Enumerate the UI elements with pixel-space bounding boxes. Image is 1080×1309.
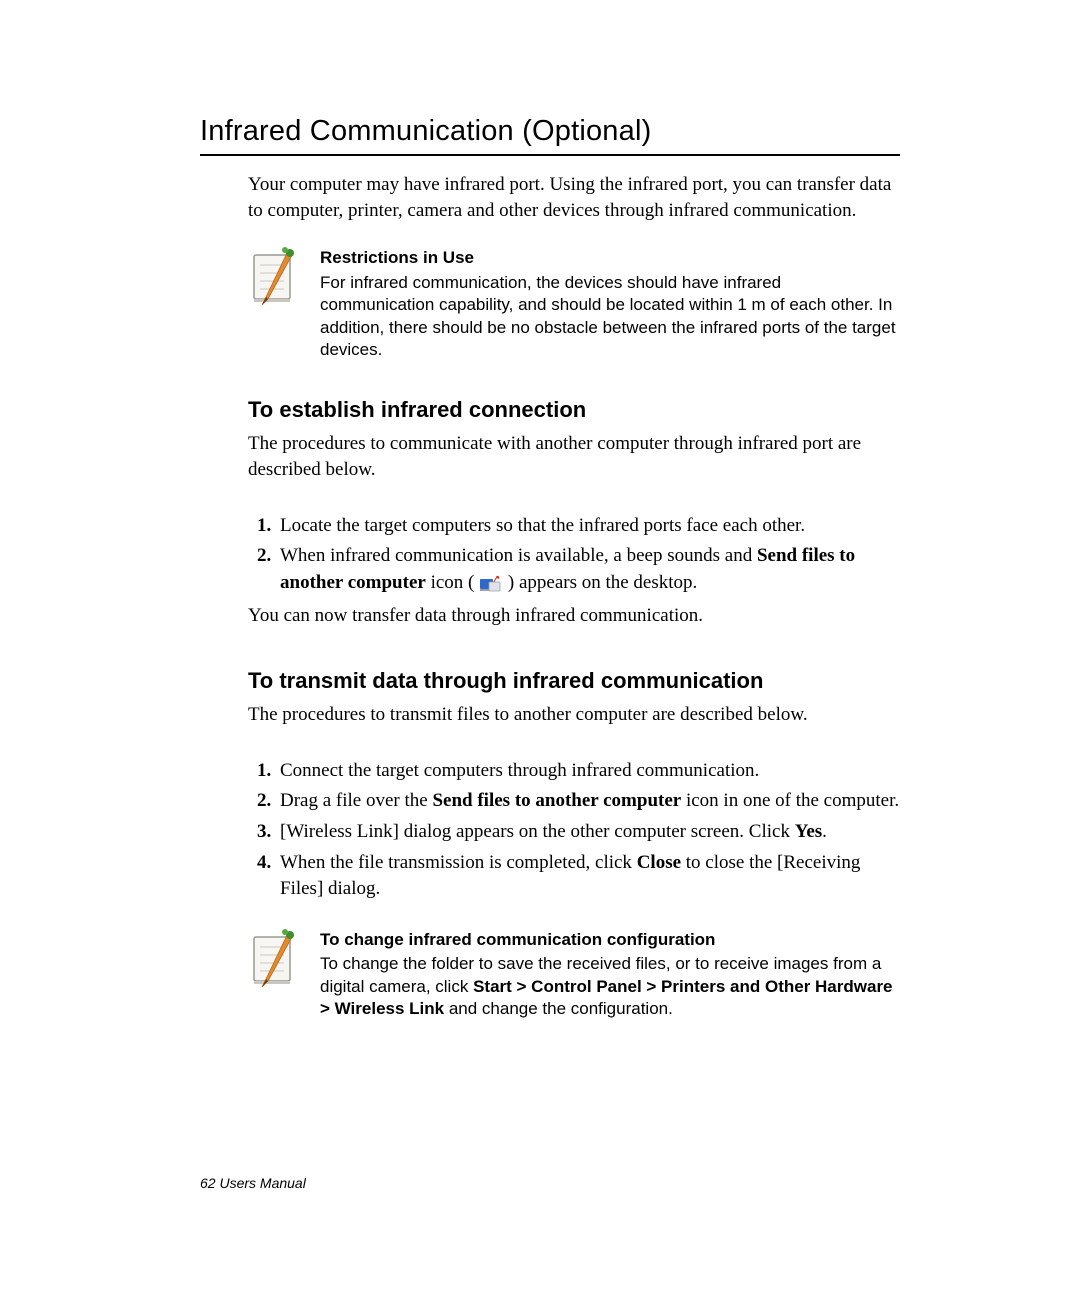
t-step4-bold: Close bbox=[637, 852, 681, 873]
title-rule bbox=[200, 154, 900, 156]
step2-mid: icon ( bbox=[426, 572, 479, 593]
step2-pre: When infrared communication is available… bbox=[280, 545, 757, 566]
notepad-pencil-icon bbox=[248, 929, 298, 991]
transmit-step-4: When the file transmission is completed,… bbox=[276, 850, 900, 903]
t-step2-pre: Drag a file over the bbox=[280, 790, 432, 811]
transmit-step-2: Drag a file over the Send files to anoth… bbox=[276, 788, 900, 815]
establish-step-2: When infrared communication is available… bbox=[276, 543, 900, 596]
manual-page: Infrared Communication (Optional) Your c… bbox=[0, 0, 1080, 1309]
t-step3-bold: Yes bbox=[795, 821, 822, 842]
note-restrictions: Restrictions in Use For infrared communi… bbox=[248, 247, 900, 361]
note-restrictions-text: Restrictions in Use For infrared communi… bbox=[320, 247, 900, 361]
establish-steps: Locate the target computers so that the … bbox=[248, 513, 900, 597]
transmit-step-1: Connect the target computers through inf… bbox=[276, 758, 900, 785]
section-establish-intro: The procedures to communicate with anoth… bbox=[248, 431, 900, 482]
note-change-config-text: To change infrared communication configu… bbox=[320, 929, 900, 1021]
send-files-icon bbox=[479, 574, 503, 594]
intro-paragraph: Your computer may have infrared port. Us… bbox=[248, 172, 900, 223]
t-step4-pre: When the file transmission is completed,… bbox=[280, 852, 637, 873]
page-footer: 62 Users Manual bbox=[200, 1175, 306, 1191]
note-change-config-title: To change infrared communication configu… bbox=[320, 929, 900, 951]
note-change-config-post: and change the configuration. bbox=[444, 999, 673, 1018]
t-step3-post: . bbox=[822, 821, 827, 842]
section-transmit-intro: The procedures to transmit files to anot… bbox=[248, 702, 900, 728]
t-step2-bold: Send files to another computer bbox=[432, 790, 681, 811]
establish-after: You can now transfer data through infrar… bbox=[248, 603, 900, 629]
transmit-step-3: [Wireless Link] dialog appears on the ot… bbox=[276, 819, 900, 846]
notepad-pencil-icon bbox=[248, 247, 298, 309]
t-step2-post: icon in one of the computer. bbox=[681, 790, 899, 811]
step2-post: ) appears on the desktop. bbox=[503, 572, 697, 593]
note-change-config: To change infrared communication configu… bbox=[248, 929, 900, 1021]
page-title: Infrared Communication (Optional) bbox=[200, 115, 900, 148]
establish-step-1: Locate the target computers so that the … bbox=[276, 513, 900, 540]
transmit-steps: Connect the target computers through inf… bbox=[248, 758, 900, 903]
section-establish-heading: To establish infrared connection bbox=[248, 397, 900, 423]
note-restrictions-title: Restrictions in Use bbox=[320, 247, 900, 269]
note-restrictions-body: For infrared communication, the devices … bbox=[320, 273, 896, 359]
section-transmit-heading: To transmit data through infrared commun… bbox=[248, 668, 900, 694]
t-step3-pre: [Wireless Link] dialog appears on the ot… bbox=[280, 821, 795, 842]
